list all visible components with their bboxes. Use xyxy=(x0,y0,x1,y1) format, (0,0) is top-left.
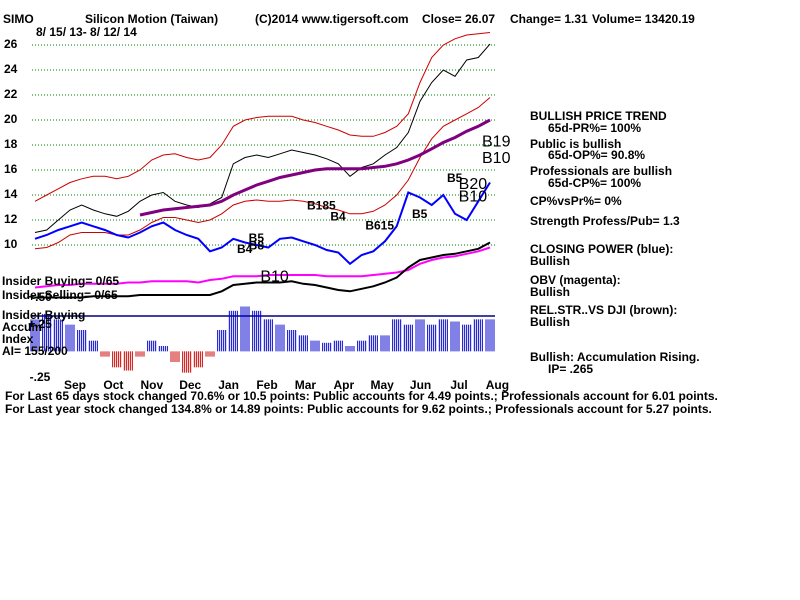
side-text: 65d-CP%= 100% xyxy=(548,176,641,190)
x-tick-label: Apr xyxy=(333,378,354,392)
left-label: Insider Selling= 0/65 xyxy=(2,288,118,302)
side-text: Public is bullish xyxy=(530,137,621,151)
series-line xyxy=(34,181,491,266)
x-tick-label: Jun xyxy=(410,378,431,392)
date-range: 8/ 15/ 13- 8/ 12/ 14 xyxy=(36,25,137,39)
signal-label: B5 xyxy=(249,231,265,245)
side-text: Bullish xyxy=(530,254,570,268)
y-tick-label: 10 xyxy=(4,237,18,251)
side-text: BULLISH PRICE TREND xyxy=(530,109,667,123)
volume: Volume= 13420.19 xyxy=(592,12,695,26)
footer-text: For Last year stock changed 134.8% or 14… xyxy=(5,402,712,416)
left-label: Insider Buying xyxy=(2,308,85,322)
copyright: (C)2014 www.tigersoft.com xyxy=(255,12,409,26)
series-line xyxy=(34,43,491,233)
x-tick-label: Jan xyxy=(218,378,239,392)
signal-label: B10 xyxy=(260,269,289,286)
side-text: CLOSING POWER (blue): xyxy=(530,242,673,256)
accum-tick-label: +.25 xyxy=(28,317,52,331)
y-tick-label: 20 xyxy=(4,112,18,126)
series-line xyxy=(34,246,491,289)
series-line xyxy=(139,118,491,217)
close: Close= 26.07 xyxy=(422,12,495,26)
signal-label: B5 xyxy=(412,207,428,221)
side-text: Bullish: Accumulation Rising. xyxy=(530,350,700,364)
left-label: Accum xyxy=(2,320,42,334)
side-text: 65d-OP%= 90.8% xyxy=(548,148,645,162)
signal-label: B4 xyxy=(330,210,346,224)
signal-label: B10 xyxy=(459,189,488,206)
y-tick-label: 24 xyxy=(4,62,18,76)
change: Change= 1.31 xyxy=(510,12,588,26)
side-text: 65d-PR%= 100% xyxy=(548,121,641,135)
y-tick-label: 12 xyxy=(4,212,18,226)
x-tick-label: Feb xyxy=(256,378,277,392)
side-text: Bullish xyxy=(530,315,570,329)
side-text: Professionals are bullish xyxy=(530,164,672,178)
x-tick-label: May xyxy=(371,378,395,392)
side-text: CP%vsPr%= 0% xyxy=(530,194,622,208)
signal-label: B19 xyxy=(482,134,511,151)
side-text: Strength Profess/Pub= 1.3 xyxy=(530,214,680,228)
x-tick-label: Nov xyxy=(140,378,163,392)
y-tick-label: 22 xyxy=(4,87,18,101)
left-label: Index xyxy=(2,332,34,346)
signal-label: B8 xyxy=(249,238,265,252)
x-tick-label: Aug xyxy=(486,378,509,392)
y-tick-label: 18 xyxy=(4,137,18,151)
left-label: Insider Buying= 0/65 xyxy=(2,274,119,288)
accum-label: AI= 155/200 xyxy=(2,344,68,358)
signal-label: B4 xyxy=(237,242,253,256)
signal-label: B10 xyxy=(482,150,511,167)
company: Silicon Motion (Taiwan) xyxy=(85,12,218,26)
series-line xyxy=(35,241,491,299)
side-text: OBV (magenta): xyxy=(530,273,621,287)
signal-label: B615 xyxy=(365,218,394,232)
x-tick-label: Mar xyxy=(295,378,317,392)
footer-text: For Last 65 days stock changed 70.6% or … xyxy=(5,389,718,403)
signal-label: B5 xyxy=(447,171,463,185)
y-tick-label: 26 xyxy=(4,37,18,51)
accum-tick-label: -.25 xyxy=(30,370,51,384)
x-tick-label: Oct xyxy=(103,378,123,392)
side-text: Bullish xyxy=(530,285,570,299)
accum-tick-label: +.50 xyxy=(28,290,52,304)
x-tick-label: Jul xyxy=(450,378,467,392)
ticker: SIMO xyxy=(3,12,34,26)
y-tick-label: 16 xyxy=(4,162,18,176)
signal-label: B20 xyxy=(459,176,488,193)
series-line xyxy=(34,32,491,202)
side-text: REL.STR..VS DJI (brown): xyxy=(530,303,677,317)
series-line xyxy=(34,97,491,250)
x-tick-label: Sep xyxy=(64,378,86,392)
signal-label: B185 xyxy=(307,198,336,212)
x-tick-label: Dec xyxy=(179,378,201,392)
side-text: IP= .265 xyxy=(548,362,593,376)
y-tick-label: 14 xyxy=(4,187,18,201)
